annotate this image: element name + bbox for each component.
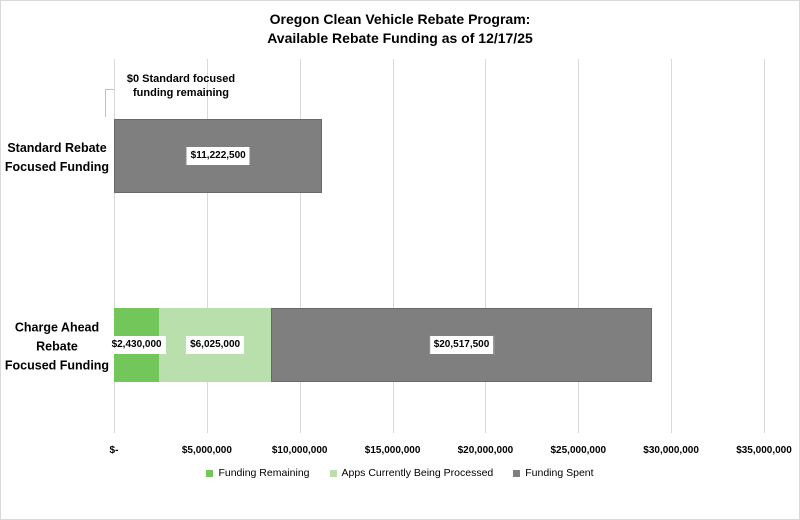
gridline [485, 59, 487, 433]
category-label-line: Focused Funding [4, 160, 110, 174]
gridline [392, 59, 394, 433]
gridline [114, 59, 115, 433]
legend-item-apps-currently-being-processed: Apps Currently Being Processed [329, 467, 494, 479]
zero-funding-annotation: $0 Standard focused funding remaining [117, 72, 245, 100]
category-label-line: Focused Funding [4, 358, 110, 373]
chart-title-line2: Available Rebate Funding as of 12/17/25 [267, 30, 533, 46]
x-tick-label: $25,000,000 [550, 445, 607, 456]
x-tick-label: $30,000,000 [643, 445, 699, 456]
annotation-line: funding remaining [133, 87, 229, 99]
gridline [299, 59, 301, 433]
legend-swatch-funding-remaining [206, 469, 214, 477]
category-label-line: Rebate [36, 339, 78, 354]
x-tick-label: $35,000,000 [736, 445, 792, 456]
x-tick-label: $5,000,000 [181, 445, 232, 456]
gridline [764, 59, 765, 433]
x-tick-label: $10,000,000 [271, 445, 328, 456]
data-label-funding-spent: $20,517,500 [428, 335, 495, 355]
x-tick-label: $20,000,000 [457, 445, 514, 456]
category-label-line: Charge Ahead [14, 320, 100, 335]
legend-label: Funding Remaining [218, 467, 310, 479]
data-label-funding-remaining: $2,430,000 [107, 336, 166, 354]
chart-legend: Funding Remaining Apps Currently Being Pr… [1, 467, 799, 479]
annotation-leader-line [105, 89, 106, 117]
legend-item-funding-remaining: Funding Remaining [206, 467, 310, 479]
legend-label: Funding Spent [525, 467, 594, 479]
x-tick-label: $- [109, 445, 119, 456]
gridline [206, 59, 208, 433]
chart-title-line1: Oregon Clean Vehicle Rebate Program: [269, 11, 531, 27]
legend-label: Apps Currently Being Processed [341, 467, 494, 479]
category-label-standard-rebate-focused-funding: Standard Rebate Focused Funding [3, 139, 111, 177]
category-label-line: Standard Rebate [7, 141, 107, 155]
annotation-line: $0 Standard focused [126, 73, 236, 85]
data-label-funding-spent: $11,222,500 [185, 146, 251, 166]
category-label-charge-ahead-rebate-focused-funding: Charge Ahead Rebate Focused Funding [3, 319, 111, 376]
x-tick-label: $15,000,000 [364, 445, 421, 456]
data-label-apps-currently-being-processed: $6,025,000 [186, 336, 245, 354]
legend-swatch-funding-spent [513, 469, 521, 477]
gridline [578, 59, 580, 433]
annotation-leader-line [105, 89, 114, 90]
gridline [671, 59, 673, 433]
legend-item-funding-spent: Funding Spent [513, 467, 594, 479]
legend-swatch-apps-currently-being-processed [329, 469, 337, 477]
